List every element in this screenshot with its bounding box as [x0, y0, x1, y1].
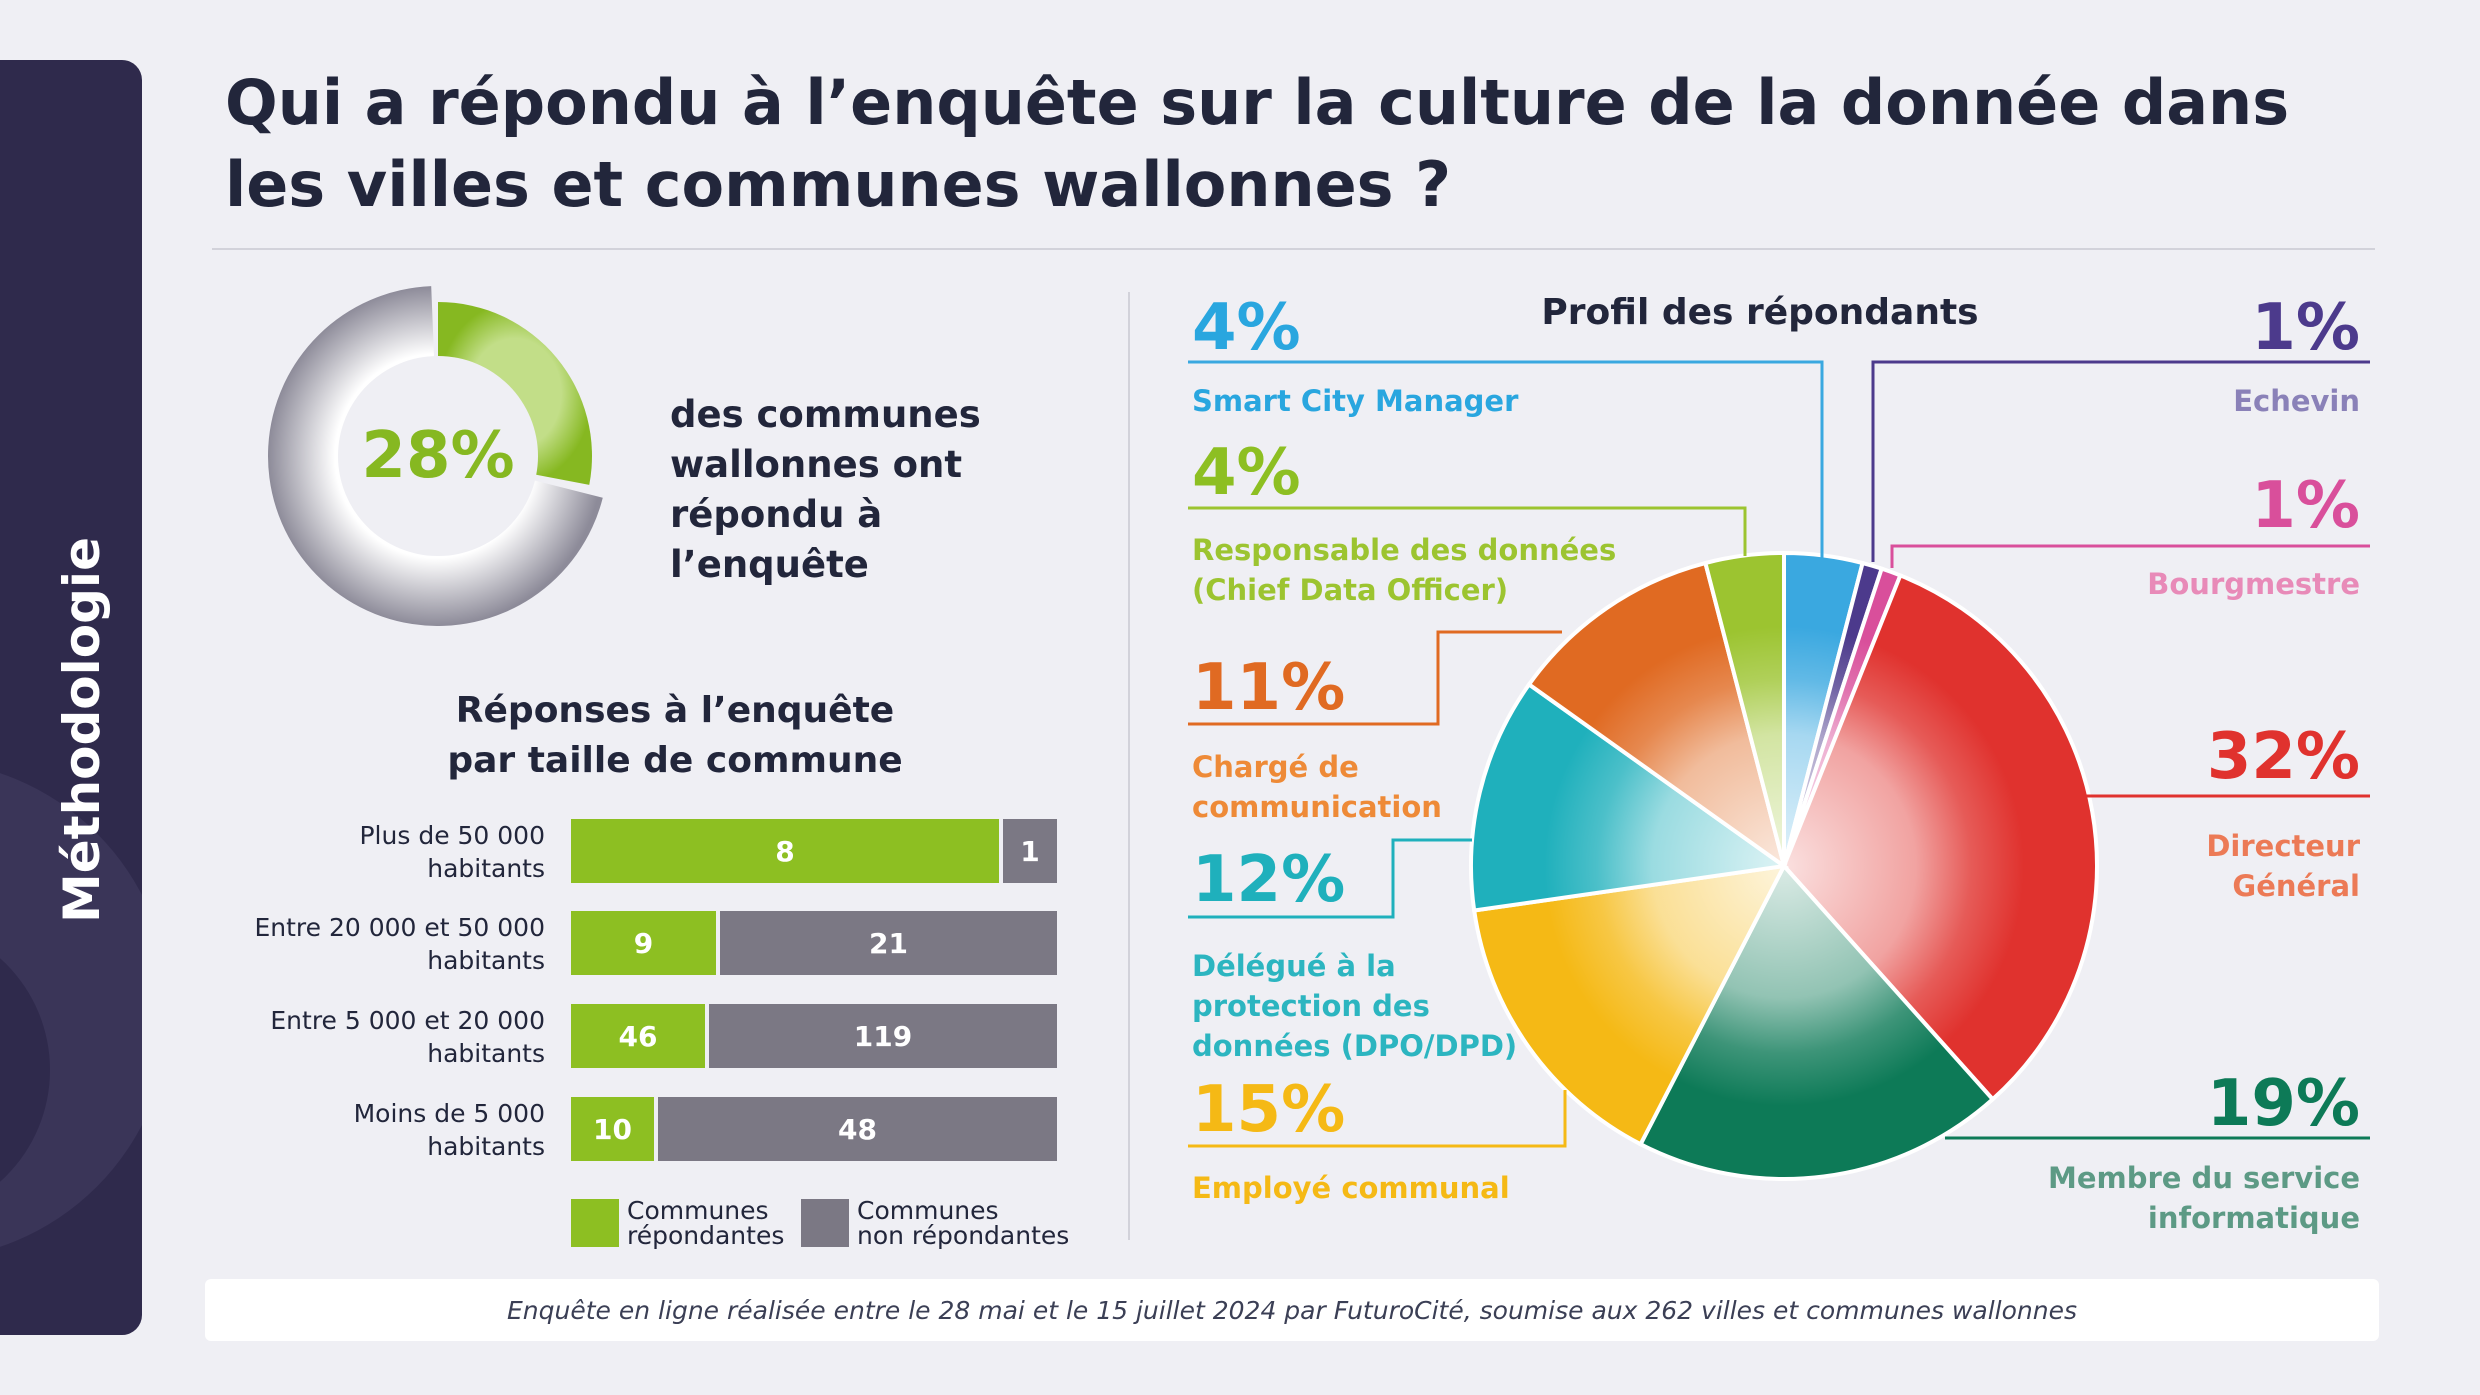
bar-category-label-line-2: habitants	[427, 946, 545, 975]
bar-row: Entre 5 000 et 20 000 habitants 46 119	[0, 1004, 1070, 1068]
bar-segment-responding: 10	[571, 1097, 654, 1161]
title-divider	[212, 248, 2375, 250]
page-title-line-1: Qui a répondu à l’enquête sur la culture…	[225, 66, 2290, 139]
slice-label-echevin: Echevin	[2233, 384, 2360, 418]
slice-label-chief-data-officer-line-2: (Chief Data Officer)	[1192, 573, 1509, 607]
bar-segment-responding: 9	[571, 911, 716, 975]
leader-chief-data-officer	[1188, 506, 1747, 556]
pie-highlight	[1544, 626, 2024, 1106]
bar-row: Plus de 50 000 habitants 8 1	[0, 819, 1070, 883]
footer-note: Enquête en ligne réalisée entre le 28 ma…	[205, 1279, 2379, 1341]
bar-category-label: Entre 20 000 et 50 000 habitants	[240, 911, 545, 977]
legend-label-non-responding: Communes non répondantes	[857, 1198, 1069, 1248]
bar-category-label-line-1: Moins de 5 000	[353, 1099, 545, 1128]
leader-bourgmestre	[1890, 544, 2370, 568]
legend-label-non-responding-line-2: non répondantes	[857, 1221, 1070, 1250]
legend-swatch-responding	[571, 1199, 619, 1247]
caption-line-2: wallonnes ont	[670, 443, 963, 486]
bar-track: 10 48	[571, 1097, 1057, 1161]
slice-pct-service-informatique: 19%	[2206, 1067, 2360, 1141]
leader-smart-city-manager	[1188, 360, 1824, 560]
bar-row: Moins de 5 000 habitants 10 48	[0, 1097, 1070, 1161]
slice-label-dpo: Délégué à la protection des données (DPO…	[1192, 946, 1517, 1066]
legend-label-responding: Communes répondantes	[627, 1198, 784, 1248]
bar-category-label-line-2: habitants	[427, 1039, 545, 1068]
bar-category-label-line-2: habitants	[427, 1132, 545, 1161]
bar-category-label-line-1: Entre 20 000 et 50 000	[254, 913, 545, 942]
slice-pct-smart-city-manager: 4%	[1192, 291, 1301, 365]
legend-label-responding-line-2: répondantes	[627, 1221, 785, 1250]
bar-segment-responding: 8	[571, 819, 999, 883]
bar-category-label: Moins de 5 000 habitants	[240, 1097, 545, 1163]
legend-label-responding-line-1: Communes	[627, 1196, 769, 1225]
slice-label-dpo-line-2: protection des	[1192, 989, 1430, 1023]
leader-employe-communal	[1188, 1090, 1567, 1148]
bar-chart-title: Réponses à l’enquête par taille de commu…	[430, 686, 920, 786]
slice-label-employe-communal: Employé communal	[1192, 1171, 1510, 1205]
page-title: Qui a répondu à l’enquête sur la culture…	[225, 62, 2385, 226]
donut-hole	[338, 356, 538, 556]
slice-pct-communication: 11%	[1192, 651, 1346, 725]
slice-pct-dpo: 12%	[1192, 843, 1346, 917]
slice-label-directeur-general-line-1: Directeur	[2206, 829, 2360, 863]
slice-label-service-informatique-line-1: Membre du service	[2047, 1161, 2360, 1195]
legend-swatch-non-responding	[801, 1199, 849, 1247]
slice-label-service-informatique-line-2: informatique	[2147, 1201, 2360, 1235]
sidebar-band: Méthodologie	[0, 60, 142, 1335]
bar-category-label-line-1: Plus de 50 000	[359, 821, 545, 850]
bar-segment-non-responding: 21	[720, 911, 1057, 975]
bar-chart-title-line-2: par taille de commune	[447, 740, 903, 781]
response-rate-value: 28%	[361, 419, 515, 493]
bar-category-label: Plus de 50 000 habitants	[240, 819, 545, 885]
bar-category-label-line-2: habitants	[427, 854, 545, 883]
slice-label-communication: Chargé de communication	[1192, 747, 1442, 827]
slice-label-directeur-general: Directeur Général	[1960, 826, 2360, 906]
leader-echevin	[1871, 360, 2370, 562]
slice-pct-bourgmestre: 1%	[2251, 469, 2360, 543]
bar-segment-non-responding: 48	[658, 1097, 1057, 1161]
leader-communication	[1188, 630, 1562, 726]
page-title-line-2: les villes et communes wallonnes ?	[225, 148, 1452, 221]
caption-line-1: des communes	[670, 393, 981, 436]
bar-chart-title-line-1: Réponses à l’enquête	[455, 690, 895, 731]
slice-label-communication-line-2: communication	[1192, 790, 1442, 824]
bar-track: 9 21	[571, 911, 1057, 975]
response-rate-caption: des communes wallonnes ont répondu à l’e…	[670, 390, 1090, 590]
slice-pct-directeur-general: 32%	[2206, 720, 2360, 794]
bar-segment-non-responding: 1	[1003, 819, 1057, 883]
slice-label-directeur-general-line-2: Général	[2232, 869, 2360, 903]
slice-label-smart-city-manager: Smart City Manager	[1192, 384, 1519, 418]
pie-chart-title: Profil des répondants	[1541, 292, 1979, 333]
slice-pct-echevin: 1%	[2251, 291, 2360, 365]
slice-label-communication-line-1: Chargé de	[1192, 750, 1359, 784]
slice-label-bourgmestre: Bourgmestre	[2147, 567, 2360, 601]
slice-label-service-informatique: Membre du service informatique	[1900, 1158, 2360, 1238]
caption-line-3: répondu à l’enquête	[670, 493, 883, 586]
slice-label-chief-data-officer: Responsable des données (Chief Data Offi…	[1192, 530, 1616, 610]
legend-label-non-responding-line-1: Communes	[857, 1196, 999, 1225]
bar-category-label-line-1: Entre 5 000 et 20 000	[270, 1006, 545, 1035]
response-rate-donut: 28%	[268, 286, 608, 627]
slice-pct-employe-communal: 15%	[1192, 1073, 1346, 1147]
legend-item-non-responding: Communes non répondantes	[801, 1198, 1069, 1248]
bar-category-label: Entre 5 000 et 20 000 habitants	[240, 1004, 545, 1070]
slice-label-chief-data-officer-line-1: Responsable des données	[1192, 533, 1617, 567]
leader-dpo	[1188, 838, 1472, 919]
column-divider	[1128, 292, 1130, 1240]
bar-segment-non-responding: 119	[709, 1004, 1057, 1068]
bar-track: 46 119	[571, 1004, 1057, 1068]
slice-label-dpo-line-1: Délégué à la	[1192, 949, 1396, 983]
legend-item-responding: Communes répondantes	[571, 1198, 784, 1248]
bar-segment-responding: 46	[571, 1004, 705, 1068]
slice-pct-chief-data-officer: 4%	[1192, 436, 1301, 510]
donut-svg	[268, 286, 603, 627]
bar-row: Entre 20 000 et 50 000 habitants 9 21	[0, 911, 1070, 975]
slice-label-dpo-line-3: données (DPO/DPD)	[1192, 1029, 1518, 1063]
